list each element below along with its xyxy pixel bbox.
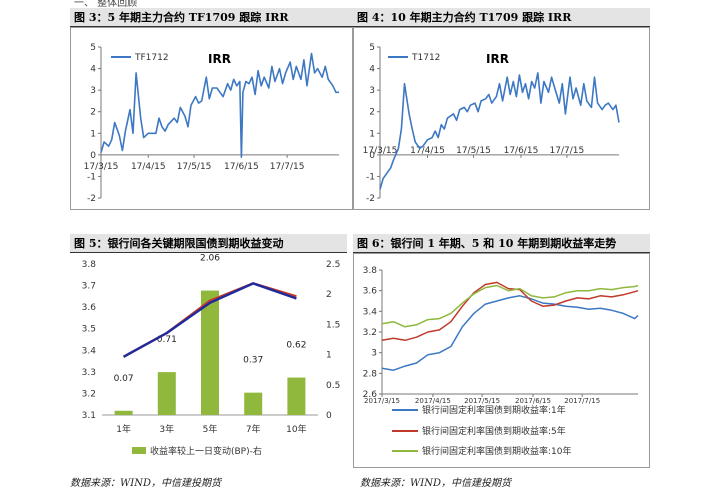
x-tick-label: 17/3/15 (84, 162, 119, 172)
y-right-tick-label: 0.5 (326, 381, 340, 391)
x-tick-label: 17/5/15 (177, 162, 212, 172)
figure-6-plot: 2.6 2.8 3 3.2 3.4 3.6 3.8 2017/3/15 2017/4/15 201… (363, 266, 639, 457)
y-tick-label: 1 (90, 129, 96, 139)
figure-6-chart: 2.6 2.8 3 3.2 3.4 3.6 3.8 2017/3/15 2017/4/15 201… (353, 253, 650, 468)
y-tick-label: 3.2 (363, 328, 377, 338)
x-tick-label: 2017/7/15 (564, 397, 600, 405)
figure-5-plot: 3.1 3.2 3.3 3.4 3.5 3.6 3.7 3.8 0 0.5 1 1.5 2 2.5 0.07… (82, 254, 341, 457)
y-right-tick-label: 1 (326, 351, 332, 361)
figure-4-chart: -2 -1 0 1 2 3 4 5 17/3/15 17/4/15 17/5/15 17/6/15 17… (353, 27, 650, 210)
x-tick-label: 17/5/15 (456, 146, 491, 156)
figure-5-title: 图 5：银行间各关键期限国债到期收益变动 (70, 234, 347, 253)
y-left-tick-label: 3.5 (82, 325, 96, 335)
bar-value-label: 2.06 (200, 254, 220, 264)
legend-label: 银行间固定利率国债到期收益率:1年 (422, 404, 566, 416)
legend-label: 收益率较上一日变动(BP)-右 (150, 445, 262, 457)
x-tick-label: 17/6/15 (504, 146, 539, 156)
series-line-1 (381, 295, 639, 371)
y-tick-label: -2 (366, 194, 375, 204)
x-tick-label: 2017/5/15 (464, 397, 500, 405)
bar (244, 392, 263, 415)
x-tick-label: 3年 (159, 423, 174, 435)
x-tick-label: 17/4/15 (410, 146, 445, 156)
bar-value-label: 0.07 (114, 374, 134, 384)
y-tick-label: 2 (90, 108, 96, 118)
legend-label: T1712 (411, 53, 440, 63)
series-line-3 (381, 284, 639, 328)
bar (157, 372, 176, 415)
x-tick-label: 7年 (246, 423, 261, 435)
y-tick-label: 5 (369, 43, 375, 53)
y-tick-label: 3 (371, 349, 377, 359)
y-tick-label: 0 (369, 151, 375, 161)
bar-value-label: 0.37 (243, 356, 263, 366)
figure-6-source: 数据来源：WIND，中信建投期货 (360, 478, 511, 489)
series-line-1 (100, 52, 339, 158)
irr-annotation: IRR (486, 52, 509, 66)
figure-4-title: 图 4：10 年期主力合约 T1709 跟踪 IRR (353, 8, 650, 27)
y-tick-label: 4 (90, 65, 96, 75)
y-tick-label: 2.8 (363, 369, 378, 379)
y-right-tick-label: 1.5 (326, 320, 340, 330)
y-tick-label: -1 (366, 172, 375, 182)
x-tick-label: 17/7/15 (550, 146, 585, 156)
legend-label: 银行间固定利率国债到期收益率:10年 (422, 445, 572, 457)
x-tick-label: 10年 (286, 423, 306, 435)
x-tick-label: 17/7/15 (270, 162, 305, 172)
series-line-2 (123, 282, 297, 358)
x-tick-label: 17/3/15 (363, 146, 398, 156)
y-left-tick-label: 3.4 (82, 346, 97, 356)
x-tick-label: 2017/4/15 (415, 397, 451, 405)
y-tick-label: 3 (369, 86, 375, 96)
y-right-tick-label: 2.5 (326, 260, 340, 270)
y-tick-label: 4 (369, 65, 375, 75)
figure-4-plot: -2 -1 0 1 2 3 4 5 17/3/15 17/4/15 17/5/15 17/6/15 17… (363, 43, 620, 204)
x-tick-label: 17/6/15 (224, 162, 259, 172)
y-tick-label: 2.6 (363, 390, 378, 400)
y-tick-label: -1 (87, 172, 96, 182)
y-left-tick-label: 3.2 (82, 389, 96, 399)
legend-swatch (132, 447, 146, 454)
y-tick-label: 2 (369, 108, 375, 118)
bar (201, 290, 219, 415)
y-left-tick-label: 3.7 (82, 282, 96, 292)
legend-label: TF1712 (134, 53, 169, 63)
y-right-tick-label: 0 (326, 411, 332, 421)
figure-6-title: 图 6：银行间 1 年期、5 和 10 年期到期收益率走势 (353, 234, 650, 253)
y-tick-label: 0 (90, 151, 96, 161)
figure-3-chart: -2 -1 0 1 2 3 4 5 17/3/15 17/4/15 17/5/15 17/6/15 17… (70, 27, 353, 210)
bar-value-label: 0.62 (286, 341, 306, 351)
y-tick-label: 1 (369, 129, 375, 139)
page-top-fragment: 一、 整体回顾 (74, 0, 138, 9)
y-tick-label: 3 (90, 86, 96, 96)
y-right-tick-label: 2 (326, 290, 332, 300)
figure-3-title: 图 3：5 年期主力合约 TF1709 跟踪 IRR (70, 8, 353, 27)
y-left-tick-label: 3.8 (82, 260, 97, 270)
irr-annotation: IRR (208, 52, 231, 66)
legend-label: 银行间固定利率国债到期收益率:5年 (422, 425, 566, 437)
bar (114, 410, 133, 415)
x-tick-label: 2017/3/15 (364, 397, 400, 405)
figure-5-source: 数据来源：WIND，中信建投期货 (70, 478, 221, 489)
y-left-tick-label: 3.6 (82, 303, 97, 313)
x-tick-label: 2017/6/15 (515, 397, 551, 405)
x-tick-label: 17/4/15 (131, 162, 166, 172)
figure-3-plot: -2 -1 0 1 2 3 4 5 17/3/15 17/4/15 17/5/15 17/6/15 17… (84, 43, 339, 204)
bar (287, 377, 306, 415)
y-tick-label: 3.6 (363, 287, 378, 297)
y-tick-label: 5 (90, 43, 96, 53)
y-left-tick-label: 3.1 (82, 411, 96, 421)
y-left-tick-label: 3.3 (82, 368, 96, 378)
x-tick-label: 5年 (203, 423, 218, 435)
y-tick-label: -2 (87, 194, 96, 204)
figure-5-chart: 3.1 3.2 3.3 3.4 3.5 3.6 3.7 3.8 0 0.5 1 1.5 2 2.5 0.07… (70, 253, 347, 468)
y-tick-label: 3.4 (363, 307, 378, 317)
bar-value-label: 0.71 (157, 335, 177, 345)
x-tick-label: 1年 (116, 423, 131, 435)
series-line-1 (379, 72, 620, 190)
y-tick-label: 3.8 (363, 266, 378, 276)
